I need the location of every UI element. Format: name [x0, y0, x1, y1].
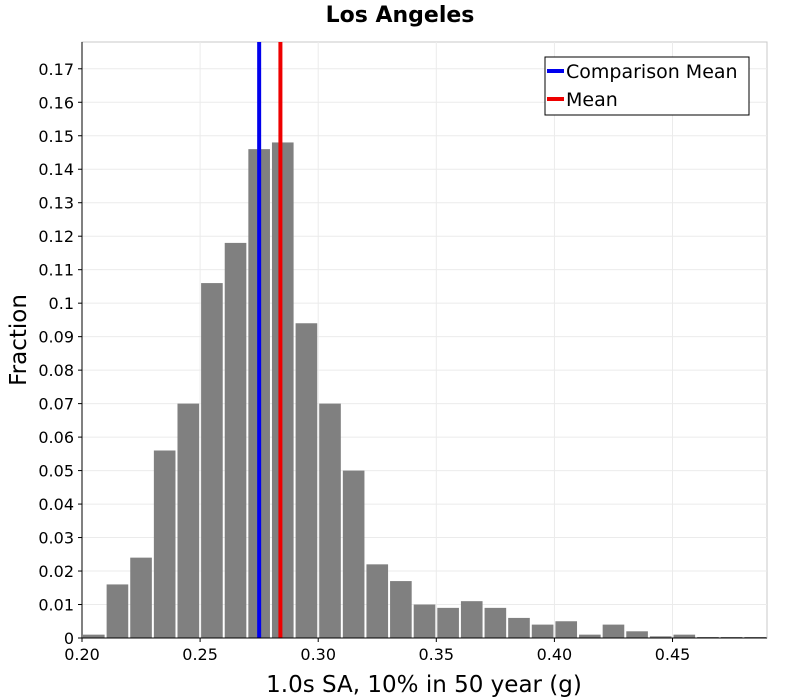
- histogram-bar: [673, 634, 696, 638]
- y-axis-label: Fraction: [6, 294, 32, 386]
- histogram-bar: [531, 624, 554, 638]
- legend-box: [544, 56, 750, 116]
- histogram-bar: [130, 557, 152, 638]
- y-tick-label: 0.15: [38, 127, 74, 146]
- histogram-bar: [295, 323, 318, 638]
- histogram-bar: [744, 636, 766, 638]
- x-tick-label: 0.35: [418, 645, 454, 664]
- histogram-bars: [83, 142, 766, 639]
- histogram-bar: [366, 564, 389, 638]
- histogram-bar: [106, 584, 129, 638]
- legend: Comparison Mean Mean: [544, 56, 750, 116]
- mean-lines: [257, 42, 283, 638]
- x-axis-label: 1.0s SA, 10% in 50 year (g): [266, 672, 582, 698]
- x-tick-label: 0.30: [300, 645, 336, 664]
- x-axis-ticks: 0.20 0.25 0.30 0.35 0.40 0.45: [64, 638, 690, 664]
- y-tick-label: 0: [64, 629, 74, 648]
- histogram-bar: [460, 601, 483, 638]
- histogram-bar: [83, 634, 105, 638]
- y-tick-label: 0.12: [38, 227, 74, 246]
- histogram-bar: [153, 450, 176, 638]
- y-tick-label: 0.17: [38, 60, 74, 79]
- histogram-bar: [413, 604, 436, 638]
- y-axis-ticks: 0 0.01 0.02 0.03 0.04 0.05 0.06 0.07 0.08 0.09 0.1…: [38, 60, 82, 648]
- x-tick-label: 0.25: [182, 645, 218, 664]
- histogram-bar: [201, 283, 223, 638]
- x-tick-label: 0.40: [537, 645, 573, 664]
- y-tick-label: 0.02: [38, 562, 74, 581]
- y-tick-label: 0.14: [38, 160, 74, 179]
- y-tick-label: 0.04: [38, 495, 74, 514]
- histogram-bar: [649, 636, 672, 638]
- histogram-bar: [697, 636, 719, 638]
- histogram-bar: [720, 636, 743, 638]
- histogram-bar: [342, 470, 365, 638]
- histogram-bar: [224, 242, 247, 639]
- legend-label-comparison-mean: Comparison Mean: [566, 61, 738, 83]
- histogram-bar: [579, 634, 601, 638]
- legend-label-mean: Mean: [566, 89, 618, 111]
- y-tick-label: 0.05: [38, 462, 74, 481]
- y-tick-label: 0.07: [38, 395, 74, 414]
- y-tick-label: 0.1: [49, 294, 74, 313]
- x-tick-label: 0.45: [655, 645, 691, 664]
- histogram-bar: [319, 403, 341, 638]
- histogram-bar: [508, 617, 530, 638]
- y-tick-label: 0.13: [38, 194, 74, 213]
- y-tick-label: 0.09: [38, 328, 74, 347]
- histogram-bar: [484, 607, 507, 638]
- y-tick-label: 0.01: [38, 596, 74, 615]
- histogram-bar: [271, 142, 294, 638]
- histogram-bar: [177, 403, 200, 638]
- histogram-bar: [626, 631, 648, 638]
- y-tick-label: 0.03: [38, 529, 74, 548]
- x-tick-label: 0.20: [64, 645, 100, 664]
- histogram-bar: [390, 581, 412, 638]
- histogram-bar: [437, 607, 459, 638]
- y-tick-label: 0.06: [38, 428, 74, 447]
- chart-title: Los Angeles: [326, 3, 475, 28]
- y-tick-label: 0.08: [38, 361, 74, 380]
- y-tick-label: 0.16: [38, 93, 74, 112]
- histogram-bar: [602, 624, 625, 638]
- y-tick-label: 0.11: [38, 261, 74, 280]
- gridlines: [82, 42, 767, 638]
- histogram-bar: [555, 621, 578, 638]
